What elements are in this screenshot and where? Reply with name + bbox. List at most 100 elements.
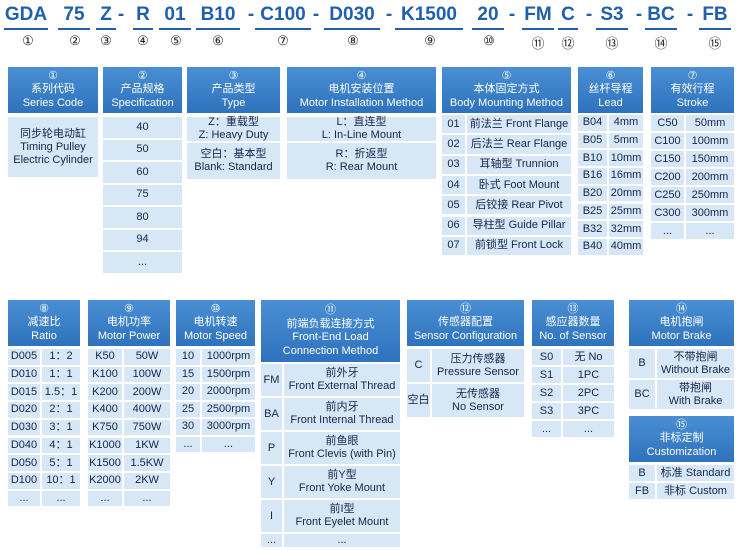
code-underline [558, 28, 578, 30]
cell-line: D020 [10, 403, 38, 416]
code-segment: - [117, 4, 125, 25]
cell-line: 空白：基本型 [200, 148, 267, 160]
cell-line: 3000rpm [206, 420, 251, 433]
cell-line: 4：1 [49, 438, 73, 451]
table-header: ③ 产品类型 Type [187, 67, 280, 113]
cell-line: 卧式 Foot Mount [478, 178, 560, 191]
header-title: 电机功率 [107, 316, 151, 329]
table-cell: P [261, 432, 282, 464]
header-title: 传感器配置 [438, 316, 493, 329]
cell-line: 非标 Custom [664, 484, 727, 497]
cell-line: 250mm [691, 188, 729, 201]
cell-line: 06 [447, 219, 460, 232]
table-cell: ... [532, 421, 561, 437]
table-cell: B10 [578, 150, 607, 167]
cell-line: 无传感器 [456, 387, 500, 400]
code-underline [522, 28, 554, 30]
header-number: ③ [228, 69, 239, 82]
code-segment: - [247, 4, 255, 25]
table-header: ① 系列代码 Series Code [8, 67, 98, 113]
cell-line: L: In-Line Mount [321, 129, 402, 141]
cell-line: 无 No [574, 350, 603, 363]
cell-line: B40 [582, 240, 603, 253]
cell-line: C300 [654, 206, 681, 219]
header-title: Motor Power [97, 329, 161, 342]
cell-line: K1500 [89, 456, 121, 469]
table-cell: 非标 Custom [657, 483, 734, 499]
cell-line: 40 [136, 120, 149, 133]
header-title: 前端负载连接方式 [286, 317, 375, 330]
cell-line: 200W [132, 385, 162, 398]
cell-line: 前鱼眼 [325, 435, 359, 447]
cell-line: 1.5：1 [44, 385, 78, 398]
cell-line: 导柱型 Guide Pillar [472, 219, 566, 232]
header-number: ⑨ [124, 302, 134, 315]
header-title: Customization [646, 445, 717, 458]
table-cell: 后法兰 Rear Flange [467, 135, 571, 154]
table-cell: BA [261, 398, 282, 430]
cell-line: No Sensor [452, 400, 504, 413]
table-cell: 10 [176, 349, 200, 365]
cell-line: 2：1 [49, 403, 73, 416]
header-number: ⑤ [501, 69, 512, 82]
cell-line: K100 [92, 368, 118, 381]
cell-line: S3 [539, 404, 554, 417]
cell-line: C [414, 359, 423, 371]
cell-line: ... [100, 491, 110, 504]
cell-line: B05 [582, 134, 603, 147]
cell-line: L：直连型 [336, 116, 387, 128]
table-cell: S1 [532, 367, 561, 383]
cell-line: 4mm [613, 116, 639, 129]
cell-line: 40mm [610, 240, 642, 253]
code-underline [58, 28, 90, 30]
cell-line: 01 [447, 117, 460, 130]
table-cell: ... [261, 534, 282, 547]
table-cell: 400W [124, 402, 170, 418]
cell-line: 1：2 [49, 350, 73, 363]
cell-line: 前法兰 Front Flange [469, 117, 569, 130]
cell-line: S2 [539, 386, 554, 399]
cell-line: D015 [10, 385, 38, 398]
table-cell: D100 [8, 472, 40, 489]
cell-line: 20mm [610, 187, 642, 200]
table-cell: 03 [442, 155, 465, 174]
header-title: 有效行程 [670, 83, 715, 96]
table-cell: 60 [103, 162, 182, 183]
code-segment: Z [100, 4, 112, 25]
table-cell: 300mm [686, 205, 734, 221]
table-cell: D005 [8, 349, 40, 365]
cell-line: 50W [135, 350, 159, 363]
header-title: Sensor Configuration [413, 329, 518, 342]
code-number: ⑨ [424, 33, 436, 48]
table-cell: 50mm [686, 115, 734, 131]
code-number: ⑭ [654, 36, 668, 51]
header-number: ⑩ [210, 302, 221, 315]
cell-line: Z: Heavy Duty [198, 129, 269, 141]
table-cell: 04 [442, 175, 465, 195]
table-cell: 06 [442, 216, 465, 235]
cell-line: 不带抱闸 [673, 350, 718, 363]
header-title: 系列代码 [31, 83, 75, 96]
table-cell: 卧式 Foot Mount [467, 175, 571, 195]
cell-line: C200 [654, 170, 681, 183]
cell-line: K400 [92, 403, 118, 416]
cell-line: 400W [132, 403, 162, 416]
header-number: ⑪ [325, 304, 336, 316]
table-cell: 32mm [609, 221, 643, 237]
table-cell: B [629, 465, 655, 481]
header-number: ⑮ [676, 418, 687, 431]
table-cell: 10mm [609, 150, 643, 167]
cell-line: 30 [181, 420, 195, 433]
table-cell: 75 [103, 184, 182, 205]
cell-line: R: Rear Mount [325, 161, 398, 173]
table-header: ⑦ 有效行程 Stroke [651, 67, 734, 113]
cell-line: 前锁型 Front Lock [474, 239, 564, 252]
table-header: ⑨ 电机功率 Motor Power [88, 300, 170, 346]
table-cell: 100mm [686, 133, 734, 149]
cell-line: 100W [132, 368, 162, 381]
cell-line: D040 [10, 438, 38, 451]
cell-line: K2000 [89, 474, 121, 487]
cell-line: C50 [657, 116, 678, 129]
table-cell: C250 [651, 187, 684, 203]
cell-line: 标准 Standard [660, 466, 731, 479]
